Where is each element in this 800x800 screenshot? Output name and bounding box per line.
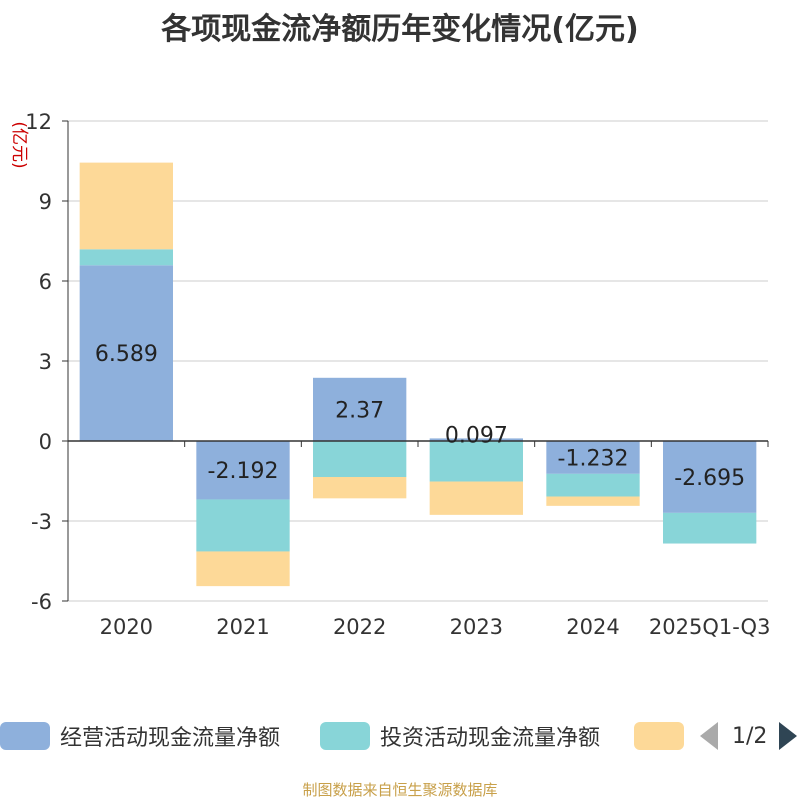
legend-item-operating[interactable]: 经营活动现金流量净额	[0, 718, 280, 754]
x-tick-label: 2022	[333, 615, 386, 639]
y-tick-label: 0	[39, 430, 52, 454]
bar-segment-investing-2024	[546, 473, 640, 497]
bar-segment-investing-2023	[429, 441, 523, 482]
y-axis-unit-label: (亿元)	[9, 121, 29, 168]
stacked-bar-chart: 12 9 6 3 0 -3 -6 (亿元) 2020 2021 2022 2023 2024 2025Q1…	[9, 110, 771, 639]
chart-title: 各项现金流净额历年变化情况(亿元)	[161, 12, 639, 47]
legend-label-investing: 投资活动现金流量净额	[380, 726, 601, 751]
data-label: 6.589	[95, 342, 158, 367]
bar-segment-investing-2021	[196, 499, 290, 552]
x-tick-label: 2020	[100, 615, 153, 639]
bar-segment-operating-2025Q1-Q3	[663, 441, 757, 513]
data-label: -2.695	[674, 466, 745, 491]
legend-item-investing[interactable]: 投资活动现金流量净额	[320, 718, 600, 754]
bar-segment-operating-2023	[429, 438, 523, 441]
x-tick-label: 2024	[566, 615, 619, 639]
data-label: 0.097	[445, 423, 508, 448]
y-tick-label: 6	[39, 270, 52, 294]
legend: 经营活动现金流量净额 投资活动现金流量净额 1/2	[0, 718, 800, 754]
data-label: 2.37	[335, 398, 384, 423]
bar-segment-operating-2021	[196, 441, 290, 500]
y-tick-label: 12	[25, 110, 52, 134]
bar-segment-operating-2020	[79, 265, 173, 441]
legend-swatch-operating	[0, 722, 50, 750]
data-source-footer: 制图数据来自恒生聚源数据库	[302, 781, 498, 799]
legend-label-operating: 经营活动现金流量净额	[60, 726, 281, 751]
data-label: -2.192	[208, 459, 279, 484]
y-tick-label: -6	[31, 590, 52, 614]
y-tick-label: -3	[31, 510, 52, 534]
data-label: -1.232	[558, 446, 629, 471]
legend-swatch-financing	[634, 722, 684, 750]
legend-page-indicator: 1/2	[732, 723, 768, 749]
bar-segment-financing-2024	[546, 496, 640, 506]
bar-segment-financing-2020	[79, 162, 173, 250]
next-page-arrow-icon[interactable]	[779, 722, 798, 750]
bar-segment-operating-2024	[546, 441, 640, 474]
bar-segment-investing-2022	[313, 441, 407, 477]
x-tick-label: 2021	[216, 615, 269, 639]
bar-segment-financing-2021	[196, 551, 290, 587]
legend-swatch-investing	[320, 722, 370, 750]
prev-page-arrow-icon[interactable]	[700, 722, 718, 750]
legend-pager: 1/2	[700, 718, 798, 754]
legend-item-financing[interactable]	[634, 718, 684, 754]
bar-segment-financing-2023	[429, 481, 523, 515]
y-tick-label: 9	[39, 190, 52, 214]
bar-segment-investing-2020	[79, 249, 173, 266]
bar-segment-financing-2022	[313, 477, 407, 499]
bar-segment-operating-2022	[313, 377, 407, 441]
x-tick-label: 2025Q1-Q3	[649, 615, 771, 639]
y-tick-label: 3	[39, 350, 52, 374]
x-tick-label: 2023	[450, 615, 503, 639]
bar-segment-investing-2025Q1-Q3	[663, 512, 757, 544]
